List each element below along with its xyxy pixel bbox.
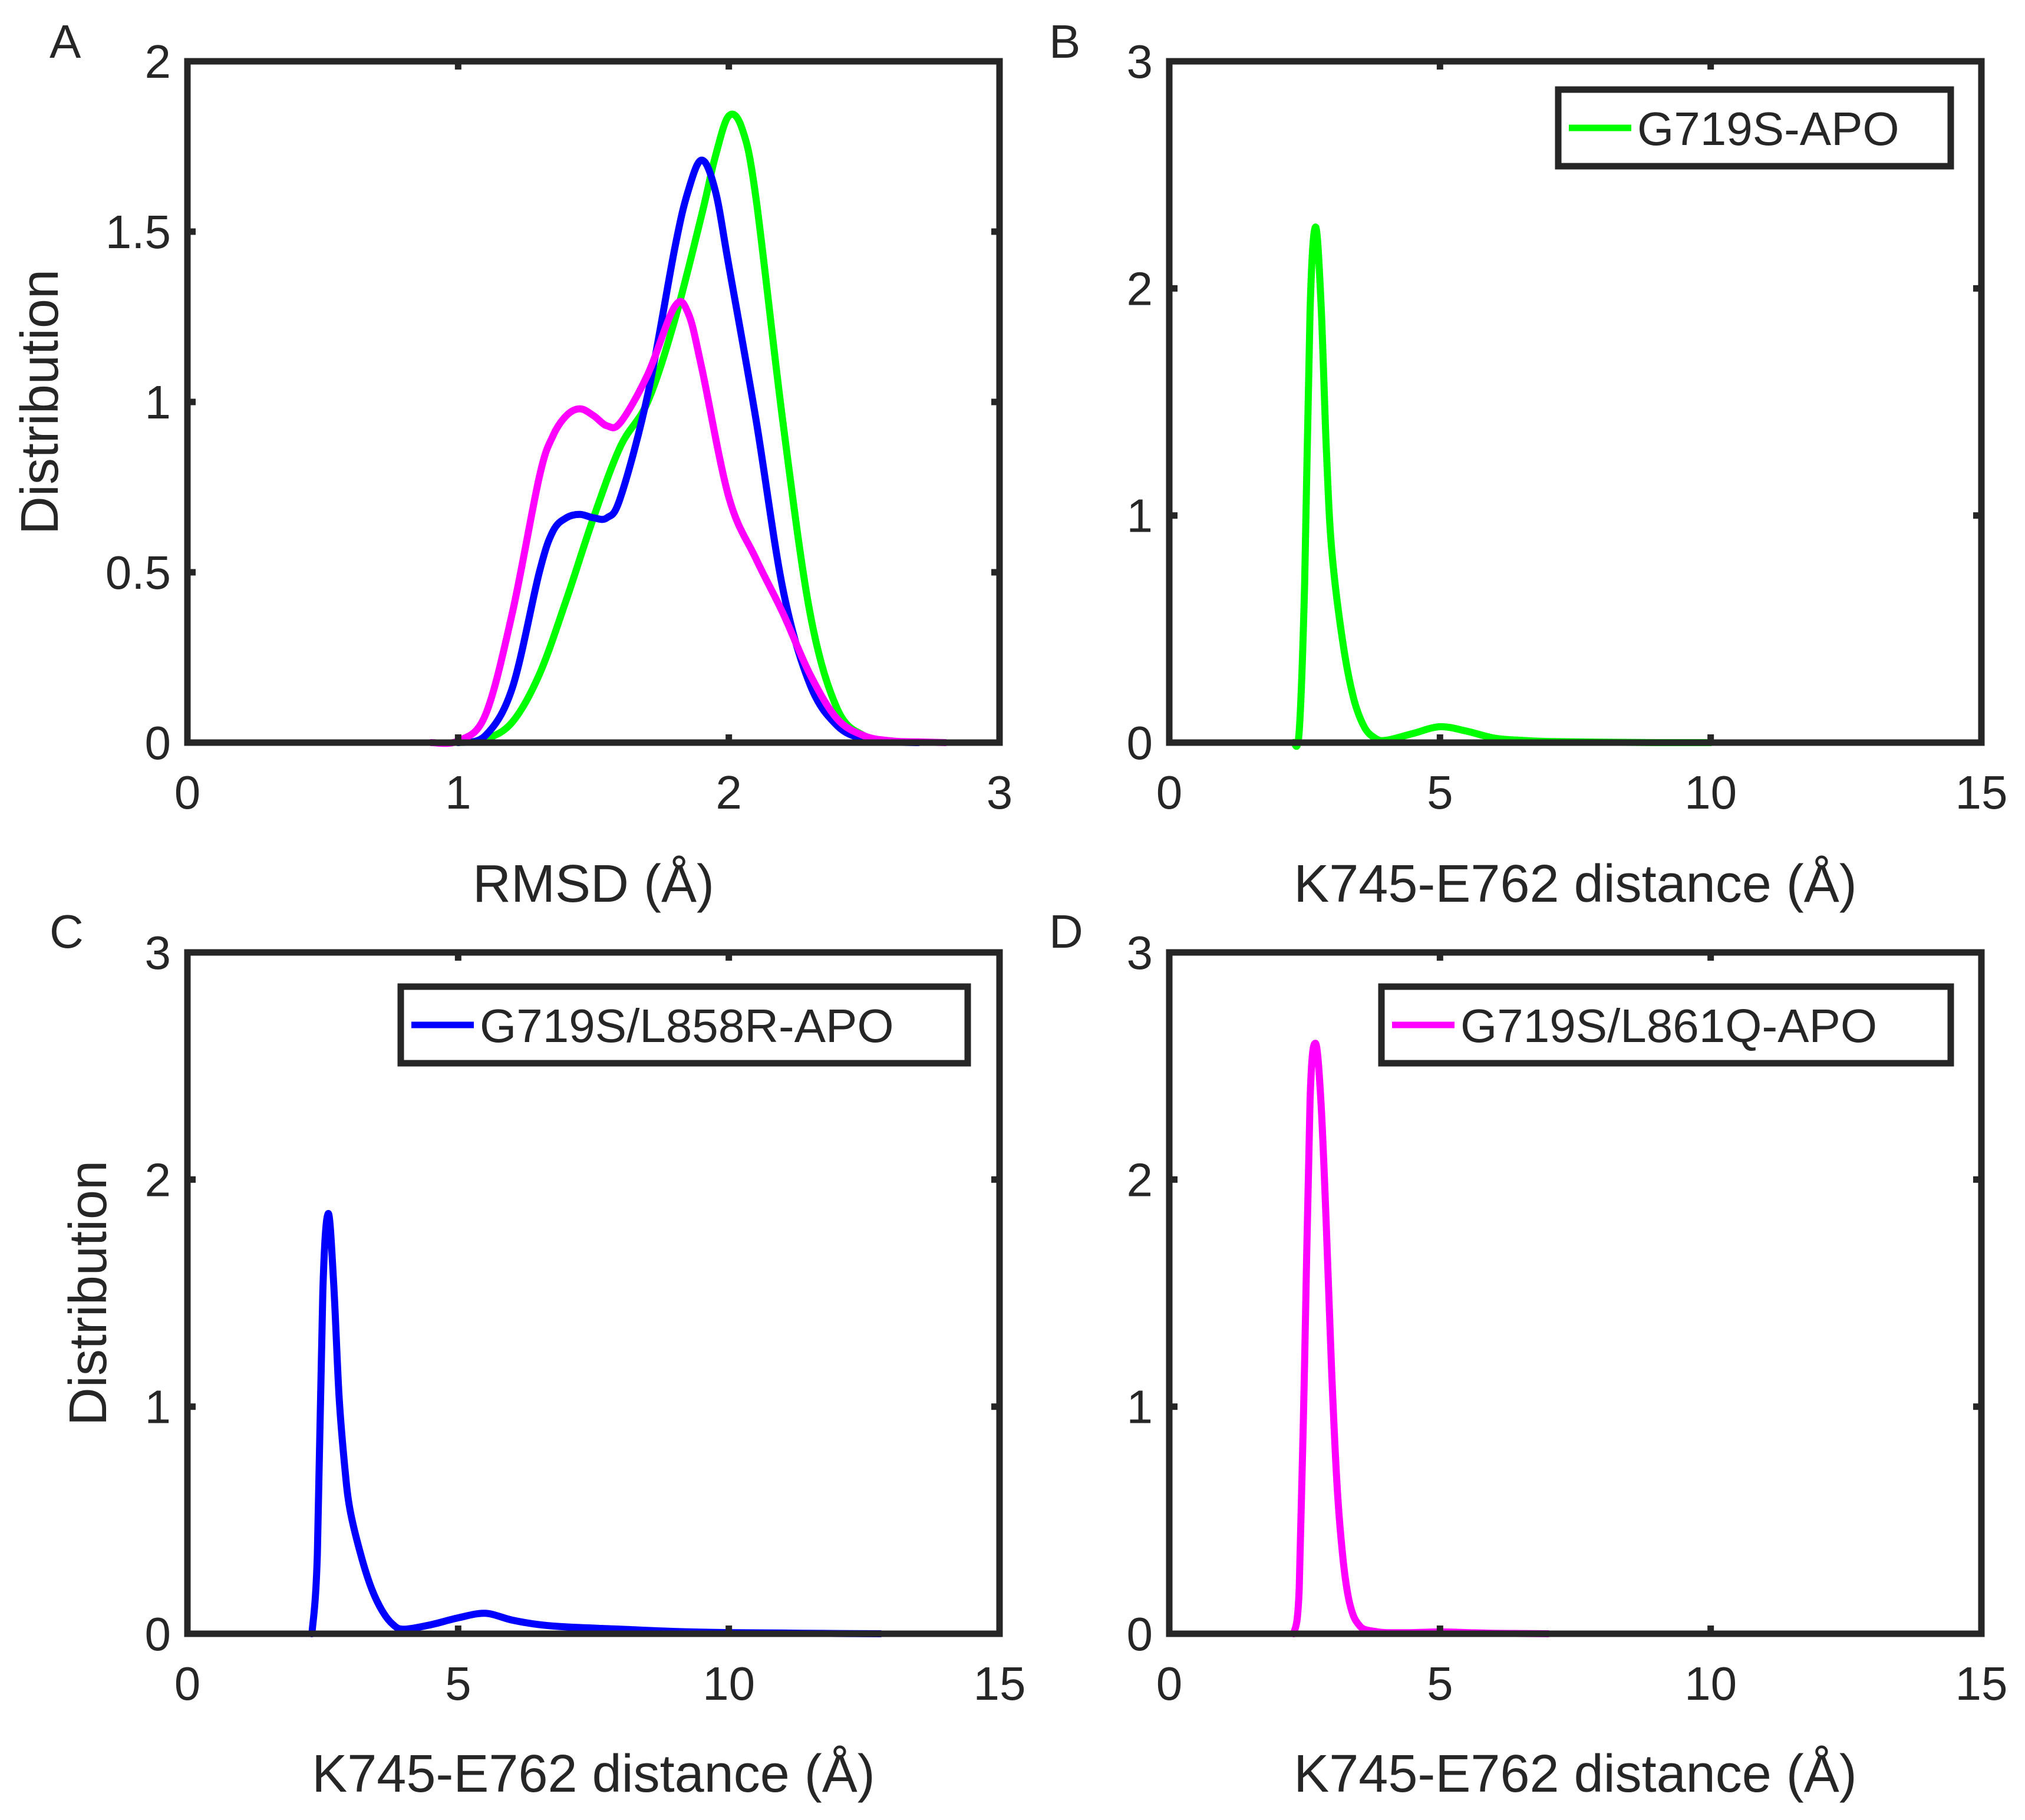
panel-b-y-tick-label: 2 xyxy=(1127,262,1153,315)
panel-b-x-tick-label: 10 xyxy=(1684,766,1737,819)
panel-a-series-layer xyxy=(427,110,949,747)
panel-d-x-tick-label: 0 xyxy=(1156,1657,1183,1710)
panel-a: A 0 1 2 3 0 0.5 1 1.5 2 RMSD (Å) Distribution xyxy=(11,15,1012,914)
panel-d-y-tick-label: 0 xyxy=(1127,1608,1153,1660)
panel-a-y-tick-label: 1 xyxy=(145,376,172,428)
panel-d-tick-layer: 0 5 10 15 0 1 2 3 xyxy=(1127,927,2008,1710)
panel-d-x-tick-label: 5 xyxy=(1427,1657,1453,1710)
panel-b-x-axis-label: K745-E762 distance (Å) xyxy=(1294,855,1857,914)
panel-a-plot-area xyxy=(187,61,1000,743)
panel-a-y-axis-label: Distribution xyxy=(11,269,70,535)
panel-c-frame xyxy=(184,949,1003,1637)
panel-c-y-axis-label: Distribution xyxy=(59,1160,118,1426)
panel-a-series-line-2 xyxy=(427,298,949,747)
panel-a-x-tick-label: 1 xyxy=(445,766,471,819)
panel-a-y-tick-label: 0 xyxy=(145,717,172,769)
panel-c-x-tick-label: 15 xyxy=(974,1657,1026,1710)
panel-b-x-tick-label: 5 xyxy=(1427,766,1453,819)
panel-b-y-tick-label: 3 xyxy=(1127,35,1153,88)
panel-b-letter: B xyxy=(1049,15,1080,68)
panel-c-letter: C xyxy=(50,905,84,958)
panel-a-x-tick-label: 0 xyxy=(174,766,201,819)
panel-a-y-tick-label: 1.5 xyxy=(105,206,171,258)
panel-d-y-tick-label: 2 xyxy=(1127,1153,1153,1206)
panel-b-frame xyxy=(1166,58,1985,746)
panel-c-y-tick-label: 2 xyxy=(145,1153,172,1206)
panel-d-letter: D xyxy=(1049,905,1083,958)
panel-d-frame xyxy=(1166,949,1985,1637)
panel-d-legend: G719S/L861Q-APO xyxy=(1378,983,1954,1067)
panel-b-tick-layer: 0 5 10 15 0 1 2 3 xyxy=(1127,35,2008,819)
panel-c-y-tick-label: 0 xyxy=(145,1608,172,1660)
panel-b-y-tick-label: 0 xyxy=(1127,717,1153,769)
panel-a-x-tick-label: 3 xyxy=(987,766,1013,819)
panel-a-x-tick-label: 2 xyxy=(715,766,742,819)
panel-c: C 0 5 10 15 0 1 2 3 K745-E762 distance (Å) Dist… xyxy=(50,905,1025,1803)
panel-c-x-tick-label: 5 xyxy=(445,1657,471,1710)
panel-a-background xyxy=(187,61,1000,743)
panel-a-x-axis-label: RMSD (Å) xyxy=(473,855,714,914)
panel-d-y-tick-label: 1 xyxy=(1127,1381,1153,1433)
panel-d-x-tick-label: 10 xyxy=(1684,1657,1737,1710)
panel-c-legend-box xyxy=(397,983,971,1067)
panel-b-x-tick-label: 0 xyxy=(1156,766,1183,819)
panel-a-letter: A xyxy=(50,15,81,68)
panel-a-y-tick-label: 2 xyxy=(145,35,172,88)
panel-b: B 0 5 10 15 0 1 2 3 K745-E762 distance (Å) G719… xyxy=(1049,15,2007,914)
panel-c-y-tick-label: 1 xyxy=(145,1381,172,1433)
panel-b-legend-label: G719S-APO xyxy=(1637,103,1899,155)
panel-b-y-tick-label: 1 xyxy=(1127,490,1153,542)
panel-c-tick-layer: 0 5 10 15 0 1 2 3 xyxy=(145,927,1026,1710)
panel-b-legend: G719S-APO xyxy=(1555,86,1954,170)
panel-c-legend-label: G719S/L858R-APO xyxy=(480,1000,894,1052)
panel-c-legend: G719S/L858R-APO xyxy=(397,983,971,1067)
panel-c-x-tick-label: 0 xyxy=(174,1657,201,1710)
panel-a-y-tick-label: 0.5 xyxy=(105,546,171,599)
panel-c-x-tick-label: 10 xyxy=(703,1657,755,1710)
panel-d-x-axis-label: K745-E762 distance (Å) xyxy=(1294,1745,1857,1803)
panel-d-x-tick-label: 15 xyxy=(1955,1657,2008,1710)
panel-d-y-tick-label: 3 xyxy=(1127,927,1153,979)
panel-c-x-axis-label: K745-E762 distance (Å) xyxy=(312,1745,875,1803)
panel-d: D 0 5 10 15 0 1 2 3 K745-E762 distance (Å) G719… xyxy=(1049,905,2007,1803)
panel-d-legend-label: G719S/L861Q-APO xyxy=(1460,1000,1877,1052)
panel-b-x-tick-label: 15 xyxy=(1955,766,2008,819)
panel-a-tick-layer: 0 1 2 3 0 0.5 1 1.5 2 xyxy=(105,35,1012,819)
panel-d-legend-box xyxy=(1378,983,1954,1067)
panel-c-y-tick-label: 3 xyxy=(145,927,172,979)
